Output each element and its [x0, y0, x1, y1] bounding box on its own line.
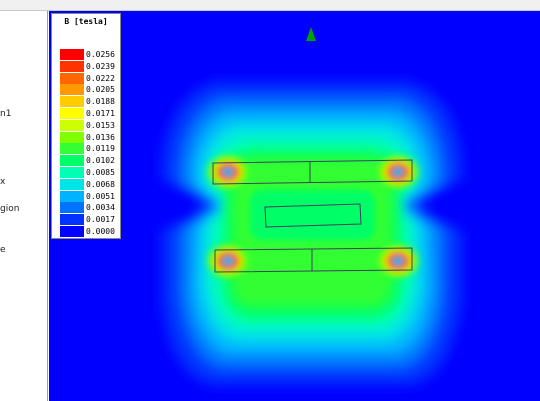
legend-value: 0.0136 — [86, 132, 115, 142]
legend-swatch — [60, 202, 84, 214]
legend-swatch — [60, 96, 84, 108]
legend-swatch — [60, 155, 84, 167]
field-plot — [49, 11, 540, 401]
legend-swatch — [60, 108, 84, 119]
legend-swatch — [60, 226, 84, 237]
legend-value: 0.0051 — [86, 191, 115, 201]
legend-swatch — [60, 60, 84, 72]
legend-swatch — [60, 214, 84, 226]
legend-value: 0.0000 — [86, 227, 115, 236]
tree-item[interactable]: n1 — [0, 109, 12, 119]
legend-value: 0.0205 — [86, 85, 115, 95]
legend-value: 0.0119 — [86, 144, 115, 154]
legend-value: 0.0085 — [86, 168, 115, 177]
top-toolbar — [0, 0, 540, 11]
legend-value: 0.0222 — [86, 73, 115, 83]
color-legend: B [tesla] 0.0256 0.0239 0.0222 0.0205 0.0188… — [51, 13, 121, 239]
lower-coil-outline — [214, 247, 413, 273]
legend-title: B [tesla] — [64, 17, 108, 26]
legend-swatch — [60, 49, 84, 60]
legend-swatch — [60, 119, 84, 131]
hot-spot-bottom-left — [204, 241, 252, 281]
center-core-outline — [264, 203, 362, 228]
tree-item[interactable]: gion — [0, 204, 20, 214]
legend-swatch — [60, 72, 84, 84]
model-geometry — [212, 159, 413, 273]
triangle-marker-icon — [306, 27, 316, 41]
hot-spot-top-left — [204, 152, 252, 192]
legend-value: 0.0068 — [86, 179, 115, 189]
legend-swatch — [60, 178, 84, 190]
tree-item[interactable]: e — [0, 245, 6, 255]
legend-value: 0.0256 — [86, 50, 115, 59]
legend-value: 0.0171 — [86, 109, 115, 118]
legend-value: 0.0102 — [86, 156, 115, 166]
legend-value: 0.0017 — [86, 215, 115, 225]
center-field-band — [250, 190, 375, 240]
hot-spot-bottom-right — [374, 241, 422, 281]
legend-value: 0.0153 — [86, 120, 115, 130]
project-tree-panel[interactable]: n1 x gion e — [0, 11, 48, 401]
legend-value: 0.0188 — [86, 97, 115, 107]
hot-spot-top-right — [374, 152, 422, 192]
tree-item[interactable]: x — [0, 177, 6, 187]
upper-coil-outline — [212, 159, 413, 185]
legend-swatch — [60, 84, 84, 96]
legend-swatch — [60, 190, 84, 202]
legend-swatch — [60, 167, 84, 178]
field-plot-viewport[interactable] — [49, 11, 540, 401]
legend-swatch — [60, 131, 84, 143]
legend-value: 0.0034 — [86, 203, 115, 213]
legend-value: 0.0239 — [86, 61, 115, 71]
legend-swatch — [60, 143, 84, 155]
